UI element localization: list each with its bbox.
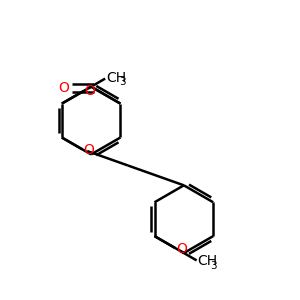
Text: O: O bbox=[83, 143, 94, 157]
Text: 3: 3 bbox=[210, 261, 217, 271]
Text: 3: 3 bbox=[119, 77, 125, 87]
Text: O: O bbox=[58, 81, 69, 95]
Text: CH: CH bbox=[106, 71, 126, 85]
Text: O: O bbox=[84, 84, 95, 98]
Text: O: O bbox=[176, 242, 187, 256]
Text: CH: CH bbox=[197, 254, 218, 268]
